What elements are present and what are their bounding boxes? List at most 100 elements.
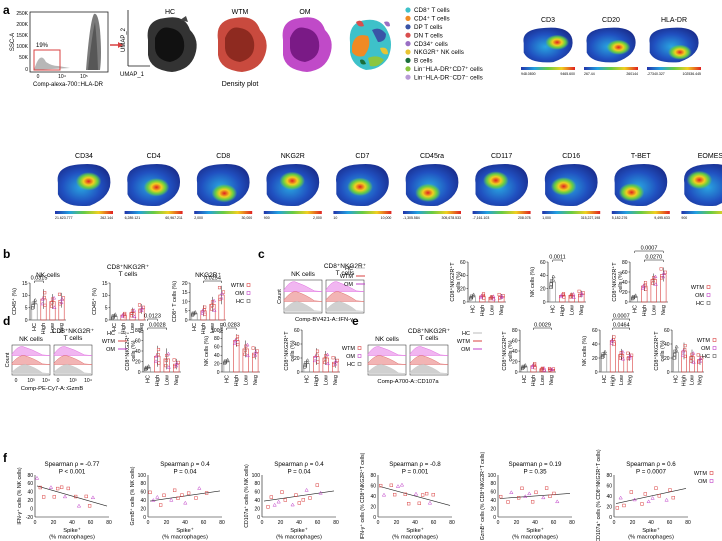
y-tick-label: 60 bbox=[214, 345, 220, 351]
data-point bbox=[427, 500, 433, 505]
x-axis-label-line: Spike⁺ bbox=[406, 527, 424, 534]
data-point bbox=[164, 359, 168, 363]
data-point bbox=[59, 485, 64, 489]
x-tick-label: HC bbox=[550, 305, 556, 313]
y-tick-label: 0 bbox=[515, 370, 518, 376]
data-point bbox=[544, 486, 549, 490]
x-tick-label: HC bbox=[192, 323, 198, 331]
x-tick-label: 0 bbox=[613, 520, 616, 526]
y-tick-label: 40 bbox=[294, 342, 300, 348]
data-point bbox=[609, 338, 615, 342]
data-point bbox=[40, 296, 45, 301]
data-point bbox=[111, 314, 115, 318]
data-point bbox=[551, 274, 556, 279]
data-point bbox=[417, 501, 421, 505]
marker-title: HLA-DR bbox=[661, 17, 687, 24]
histogram-trace bbox=[11, 364, 51, 374]
data-point bbox=[689, 359, 693, 363]
data-point bbox=[236, 342, 240, 347]
y-tick-label: 15 bbox=[22, 281, 28, 287]
data-point bbox=[471, 292, 476, 296]
data-point bbox=[690, 356, 694, 360]
marker-umap-cd20: CD20 267.44 260144 bbox=[584, 17, 638, 76]
histogram-xtick: 0 bbox=[57, 378, 60, 384]
y-tick-label: 60 bbox=[592, 328, 598, 334]
x-tick-label: 40 bbox=[648, 520, 654, 526]
data-point bbox=[304, 487, 309, 492]
colorbar-min: -27340.327 bbox=[647, 72, 665, 76]
legend-label: CD4⁺ T cells bbox=[414, 16, 450, 23]
data-point bbox=[50, 304, 54, 308]
colorbar-min: 1,000 bbox=[542, 216, 551, 220]
x-tick-label: High bbox=[682, 375, 688, 386]
legend-dot bbox=[405, 41, 411, 47]
chart-title-line: T cells bbox=[119, 271, 138, 278]
data-point bbox=[32, 300, 37, 304]
data-point bbox=[420, 493, 425, 497]
data-point bbox=[162, 493, 166, 497]
data-point bbox=[629, 490, 633, 494]
data-point bbox=[294, 493, 298, 497]
legend-marker bbox=[709, 479, 714, 483]
data-point bbox=[646, 499, 651, 504]
legend-label: HC bbox=[702, 354, 710, 360]
y-tick-label: 80 bbox=[27, 473, 33, 479]
data-point bbox=[333, 359, 338, 363]
y-tick-label: 80 bbox=[254, 481, 260, 487]
data-point bbox=[549, 279, 554, 283]
data-point bbox=[697, 360, 701, 364]
data-point bbox=[280, 490, 284, 494]
y-tick-label: 20 bbox=[606, 504, 612, 510]
data-point bbox=[203, 312, 207, 316]
marker-hotspot bbox=[550, 177, 577, 196]
facs-ylabel: SSC-A bbox=[10, 33, 16, 51]
y-axis-label-line: cells (%) bbox=[131, 340, 137, 361]
y-tick-label: 40 bbox=[512, 349, 518, 355]
marker-umaps: CD3 948.0800 9465.600 CD20 267.44 260144 HLA-D… bbox=[55, 17, 722, 220]
x-tick-label: 80 bbox=[569, 520, 575, 526]
x-tick-label: 60 bbox=[88, 520, 94, 526]
y-axis-label-line: cells (%) bbox=[456, 271, 462, 292]
y-tick-label: 10 bbox=[182, 299, 188, 305]
legend-dot bbox=[405, 32, 411, 38]
chart-title: NKG2R⁺ bbox=[195, 272, 221, 279]
colorbar bbox=[681, 211, 722, 214]
p-value: P < 0.001 bbox=[59, 469, 86, 476]
data-point bbox=[153, 359, 159, 363]
y-tick-label: 60 bbox=[460, 260, 466, 266]
significance-bracket bbox=[552, 259, 563, 262]
data-point bbox=[313, 354, 318, 359]
umap-x-label: UMAP_1 bbox=[120, 72, 145, 78]
x-tick-label: High bbox=[234, 375, 240, 386]
y-axis-label: CD8⁺ T cells (%) bbox=[171, 281, 178, 322]
legend-marker bbox=[706, 301, 711, 305]
legend-label: HC bbox=[107, 331, 115, 337]
legend-dot bbox=[405, 57, 411, 64]
data-point bbox=[499, 494, 503, 499]
y-axis-label: CD8⁺NKG2R⁺Tcells (%) bbox=[501, 331, 514, 371]
colorbar bbox=[611, 211, 670, 214]
data-point bbox=[548, 494, 552, 498]
x-tick-label: Low bbox=[619, 375, 625, 385]
histogram-pair: NK cells CD8⁺NKG2R⁺ T cellsComp-A700-A::CD… bbox=[367, 328, 450, 385]
data-point bbox=[541, 495, 546, 500]
facs-gate bbox=[33, 49, 61, 71]
x-axis-label-line: (% macrophages) bbox=[628, 534, 674, 540]
data-point bbox=[403, 492, 407, 496]
facs-xtick: 10⁴ bbox=[58, 74, 66, 80]
colorbar bbox=[521, 67, 575, 70]
marker-title: CD45ra bbox=[420, 153, 444, 160]
data-point bbox=[498, 296, 502, 300]
bar-chart: 0 5 10 15 CD45⁺ (%) NK cells HC High Low Neg 0.031… bbox=[11, 272, 66, 334]
data-point bbox=[223, 361, 227, 365]
marker-hotspot bbox=[483, 171, 509, 190]
panel-label-d: d bbox=[3, 314, 10, 328]
panel-f-scatters: Spearman ρ = -0.77P < 0.001-200204060800… bbox=[17, 449, 691, 541]
data-point bbox=[552, 491, 556, 496]
data-point bbox=[516, 496, 521, 500]
x-tick-label: Neg bbox=[333, 375, 339, 385]
marker-umap-cd45ra: CD45ra -1,305.584 305,678.533 bbox=[403, 153, 461, 220]
